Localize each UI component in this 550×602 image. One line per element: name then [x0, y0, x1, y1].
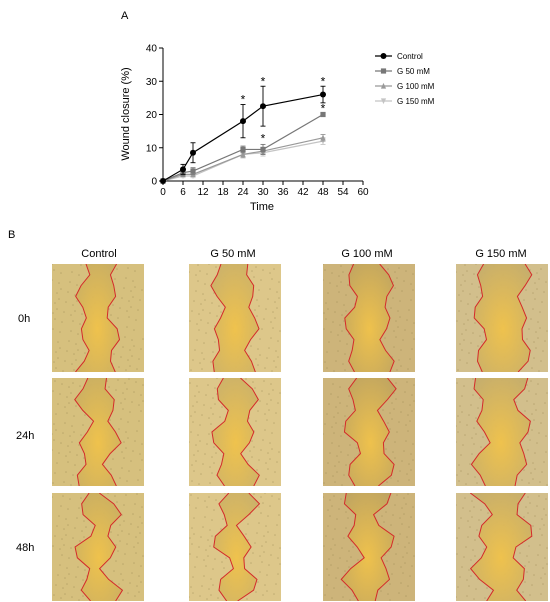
micrograph-g-100-mm-0h [323, 264, 415, 372]
micrograph-control-0h [52, 264, 144, 372]
y-tick-label: 20 [146, 110, 158, 121]
data-point [190, 168, 196, 174]
legend-label: G 100 mM [397, 82, 435, 91]
legend-swatch-marker [380, 98, 387, 105]
panel-a-label: A [121, 10, 129, 22]
x-tick-label: 54 [337, 187, 349, 198]
x-tick-label: 60 [357, 187, 369, 198]
significance-marker: * [321, 102, 326, 116]
series-control [160, 85, 326, 184]
micrograph-control-24h [52, 378, 144, 486]
micrograph-g-50-mm-24h [189, 378, 281, 486]
x-tick-label: 36 [277, 187, 289, 198]
significance-marker: * [261, 131, 266, 145]
wound-closure-chart: 0 10 20 30 40 0 6 12 18 24 30 36 42 48 54 60 * * * * * Cont… [120, 44, 435, 214]
x-tick-label: 6 [180, 187, 186, 198]
data-point [240, 151, 246, 157]
significance-marker: * [241, 93, 246, 107]
y-tick-label: 10 [146, 143, 158, 154]
column-header-g150: G 150 mM [475, 248, 527, 260]
x-tick-label: 48 [317, 187, 329, 198]
legend-swatch-marker [380, 82, 387, 89]
legend-label: Control [397, 52, 423, 61]
x-axis-label: Time [250, 201, 274, 213]
data-point [260, 103, 266, 110]
micrograph-g-50-mm-0h [189, 264, 281, 372]
legend-item: G 100 mM [375, 82, 435, 91]
data-point [320, 91, 326, 98]
x-tick-label: 18 [217, 187, 229, 198]
micrograph-g-50-mm-48h [189, 493, 281, 601]
chart-annotations: * * * * * [241, 74, 326, 145]
data-point [260, 146, 266, 153]
row-label-24h: 24h [16, 430, 35, 442]
data-point [160, 178, 166, 184]
data-point [320, 134, 326, 141]
legend-item: G 50 mM [375, 67, 430, 76]
data-point [320, 111, 326, 118]
micrograph-g-150-mm-0h [456, 264, 548, 372]
micrograph-g-150-mm-48h [456, 493, 548, 601]
legend-swatch-marker [380, 53, 387, 59]
chart-axes: 0 10 20 30 40 0 6 12 18 24 30 36 42 48 54 60 [146, 44, 369, 199]
micrograph-g-150-mm-24h [456, 378, 548, 486]
series-line [162, 137, 324, 182]
chart-series [160, 85, 326, 185]
significance-marker: * [321, 74, 326, 88]
micrograph-g-100-mm-48h [323, 493, 415, 601]
series-line [162, 113, 324, 182]
series-line [162, 140, 324, 182]
y-tick-label: 30 [146, 77, 158, 88]
legend-item: G 150 mM [375, 97, 435, 106]
column-header-g100: G 100 mM [341, 248, 393, 260]
data-point [180, 166, 186, 173]
row-label-48h: 48h [16, 542, 35, 554]
data-point [190, 149, 196, 156]
legend-swatch-marker [380, 68, 387, 74]
column-header-control: Control [81, 248, 117, 260]
x-tick-label: 30 [257, 187, 269, 198]
data-point [240, 146, 246, 153]
y-axis-label: Wound closure (%) [120, 67, 132, 160]
data-point [240, 118, 246, 125]
significance-marker: * [261, 74, 266, 88]
column-header-g50: G 50 mM [210, 248, 256, 260]
y-tick-label: 0 [151, 177, 157, 188]
legend-item: Control [375, 52, 423, 61]
row-label-0h: 0h [18, 313, 31, 325]
series-g-150-mm [160, 137, 326, 185]
micrograph-g-100-mm-24h [323, 378, 415, 486]
micrograph-control-48h [52, 493, 144, 601]
x-tick-label: 12 [197, 187, 209, 198]
chart-legend: Control G 50 mM G 100 mM G 150 mM [375, 52, 435, 106]
y-tick-label: 40 [146, 44, 158, 55]
series-line [162, 93, 324, 182]
x-tick-label: 24 [237, 187, 249, 198]
x-tick-label: 42 [297, 187, 309, 198]
legend-label: G 150 mM [397, 97, 435, 106]
x-tick-label: 0 [160, 187, 166, 198]
panel-b-label: B [8, 229, 16, 241]
legend-label: G 50 mM [397, 67, 430, 76]
